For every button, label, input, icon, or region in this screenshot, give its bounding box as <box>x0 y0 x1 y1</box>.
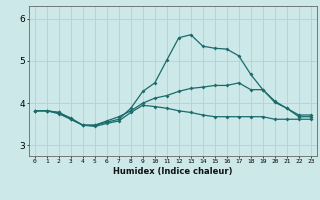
X-axis label: Humidex (Indice chaleur): Humidex (Indice chaleur) <box>113 167 233 176</box>
